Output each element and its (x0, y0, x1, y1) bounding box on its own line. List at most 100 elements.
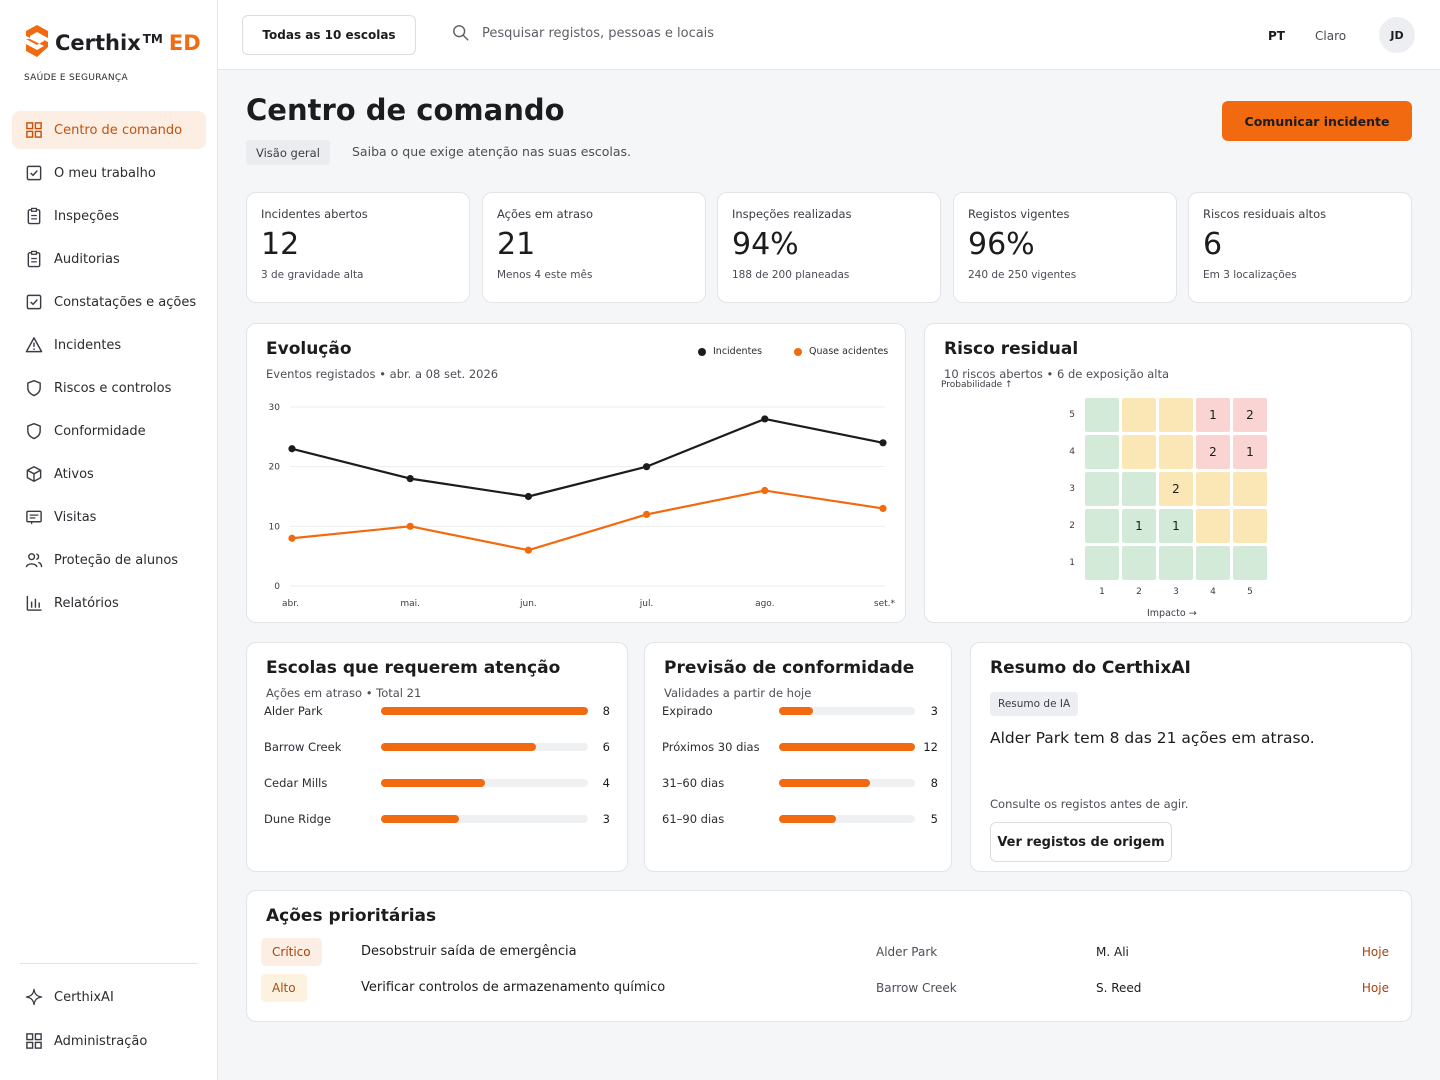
y-tick-label: 20 (269, 463, 281, 473)
sidebar-item-constatacoes-e-acoes[interactable]: Constatações e ações (12, 283, 206, 321)
bar-row[interactable]: Dune Ridge 3 (264, 812, 614, 826)
kpi-card[interactable]: Incidentes abertos 12 3 de gravidade alta (246, 192, 470, 303)
ai-summary-text: Alder Park tem 8 das 21 ações em atraso. (990, 729, 1315, 747)
risk-cell[interactable]: 1 (1122, 509, 1156, 543)
avatar[interactable]: JD (1379, 17, 1415, 53)
risk-cell[interactable] (1233, 472, 1267, 506)
series-line-near-miss (291, 489, 884, 552)
kpi-label: Inspeções realizadas (732, 207, 852, 221)
sidebar-item-label: Administração (54, 1033, 148, 1049)
risk-cell[interactable] (1159, 546, 1193, 580)
risk-cell[interactable] (1233, 546, 1267, 580)
risk-cell[interactable] (1196, 546, 1230, 580)
risk-cell[interactable]: 1 (1196, 398, 1230, 432)
priority-action-row[interactable]: Alto Verificar controlos de armazenamento… (247, 974, 1412, 1002)
probability-tick: 3 (1069, 484, 1075, 494)
sidebar-item-centro-de-comando[interactable]: Centro de comando (12, 111, 206, 149)
severity-badge: Alto (261, 974, 307, 1002)
action-school: Barrow Creek (876, 981, 957, 995)
risk-cell[interactable] (1085, 546, 1119, 580)
bar-row[interactable]: Barrow Creek 6 (264, 740, 614, 754)
probability-axis-title: Probabilidade ↑ (941, 380, 1013, 390)
kpi-value: 21 (497, 227, 536, 262)
grid-icon (24, 120, 44, 140)
point-near-miss (524, 546, 532, 554)
risk-cell[interactable] (1196, 509, 1230, 543)
sidebar-item-ativos[interactable]: Ativos (12, 455, 206, 493)
point-near-miss (643, 510, 651, 518)
theme-toggle[interactable]: Claro (1315, 29, 1347, 43)
bar-row[interactable]: 61–90 dias 5 (662, 812, 942, 826)
y-tick-label: 30 (269, 403, 281, 413)
kpi-sub: 240 de 250 vigentes (968, 269, 1077, 281)
risk-card: Risco residual 10 riscos abertos • 6 de … (924, 323, 1412, 623)
risk-cell[interactable] (1159, 435, 1193, 469)
sidebar-item-relatorios[interactable]: Relatórios (12, 584, 206, 622)
bar-track (779, 743, 915, 751)
risk-cell[interactable] (1196, 472, 1230, 506)
kpi-card[interactable]: Riscos residuais altos 6 Em 3 localizações (1188, 192, 1412, 303)
forecast-card: Previsão de conformidade Validades a par… (644, 642, 952, 872)
sidebar-item-administracao[interactable]: Administração (12, 1022, 206, 1060)
sidebar-item-auditorias[interactable]: Auditorias (12, 240, 206, 278)
y-tick-label: 0 (274, 582, 280, 592)
bar-label: 61–90 dias (662, 812, 725, 826)
bar-row[interactable]: Expirado 3 (662, 704, 942, 718)
bar-row[interactable]: Próximos 30 dias 12 (662, 740, 942, 754)
risk-cell[interactable] (1122, 398, 1156, 432)
impact-tick: 5 (1247, 587, 1253, 597)
kpi-card[interactable]: Registos vigentes 96% 240 de 250 vigentes (953, 192, 1177, 303)
trend-card: Evolução Eventos registados • abr. a 08 … (246, 323, 906, 623)
sidebar-item-incidentes[interactable]: Incidentes (12, 326, 206, 364)
risk-cell[interactable]: 1 (1159, 509, 1193, 543)
risk-cell[interactable] (1085, 472, 1119, 506)
sidebar-item-protecao-de-alunos[interactable]: Proteção de alunos (12, 541, 206, 579)
report-incident-button[interactable]: Comunicar incidente (1222, 101, 1412, 141)
risk-cell[interactable]: 2 (1196, 435, 1230, 469)
search-placeholder: Pesquisar registos, pessoas e locais (482, 25, 715, 41)
bar-fill (779, 815, 836, 823)
schools-title: Escolas que requerem atenção (266, 658, 561, 678)
bar-track (381, 815, 588, 823)
brand-logo[interactable]: Certhix TM ED (24, 24, 201, 62)
language-switch[interactable]: PT (1268, 29, 1285, 43)
clipboard-icon (24, 249, 44, 269)
certhix-logo-icon (24, 24, 50, 58)
forecast-title: Previsão de conformidade (664, 658, 915, 678)
sidebar-item-visitas[interactable]: Visitas (12, 498, 206, 536)
sidebar-item-conformidade[interactable]: Conformidade (12, 412, 206, 450)
sidebar-item-o-meu-trabalho[interactable]: O meu trabalho (12, 154, 206, 192)
sparkle-icon (24, 987, 44, 1007)
risk-cell[interactable] (1085, 398, 1119, 432)
risk-cell[interactable]: 2 (1233, 398, 1267, 432)
bar-fill (381, 779, 485, 787)
risk-cell[interactable] (1085, 509, 1119, 543)
sidebar-item-certhixai[interactable]: CerthixAI (12, 978, 206, 1016)
risk-cell[interactable]: 2 (1159, 472, 1193, 506)
bar-row[interactable]: Cedar Mills 4 (264, 776, 614, 790)
kpi-card[interactable]: Inspeções realizadas 94% 188 de 200 planea… (717, 192, 941, 303)
sidebar-item-label: CerthixAI (54, 989, 114, 1005)
sidebar-item-riscos-e-controlos[interactable]: Riscos e controlos (12, 369, 206, 407)
legend-incidents: Incidentes (698, 346, 762, 357)
search-input[interactable]: Pesquisar registos, pessoas e locais (452, 24, 714, 42)
probability-tick: 1 (1069, 558, 1075, 568)
point-near-miss (406, 522, 414, 530)
risk-cell[interactable] (1122, 546, 1156, 580)
school-selector[interactable]: Todas as 10 escolas (242, 15, 416, 55)
view-source-records-button[interactable]: Ver registos de origem (990, 822, 1172, 862)
sidebar-item-inspecoes[interactable]: Inspeções (12, 197, 206, 235)
risk-cell[interactable] (1085, 435, 1119, 469)
risk-cell[interactable]: 1 (1233, 435, 1267, 469)
bar-row[interactable]: Alder Park 8 (264, 704, 614, 718)
overview-tab[interactable]: Visão geral (246, 140, 330, 165)
risk-cell[interactable] (1122, 472, 1156, 506)
priority-action-row[interactable]: Crítico Desobstruir saída de emergência Al… (247, 938, 1412, 966)
kpi-label: Ações em atraso (497, 207, 594, 221)
kpi-card[interactable]: Ações em atraso 21 Menos 4 este mês (482, 192, 706, 303)
bar-row[interactable]: 31–60 dias 8 (662, 776, 942, 790)
bar-fill (779, 743, 915, 751)
risk-cell[interactable] (1122, 435, 1156, 469)
risk-cell[interactable] (1233, 509, 1267, 543)
risk-cell[interactable] (1159, 398, 1193, 432)
